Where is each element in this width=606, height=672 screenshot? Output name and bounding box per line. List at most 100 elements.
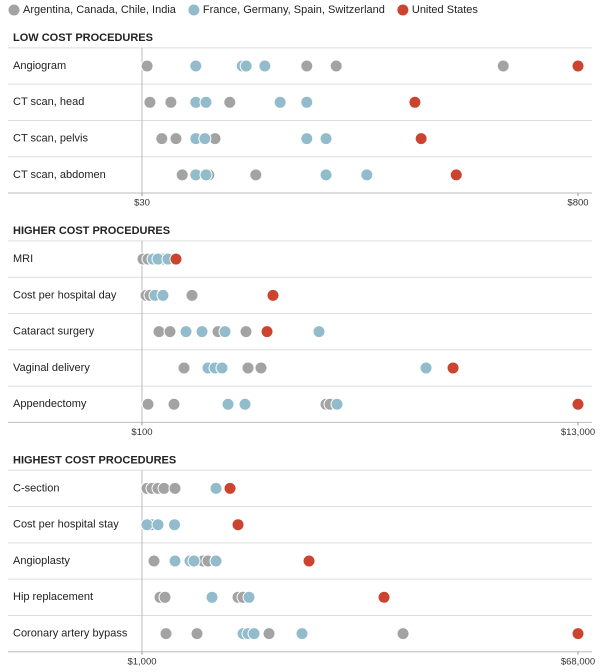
dot bbox=[273, 95, 287, 109]
row-label: CT scan, head bbox=[13, 96, 84, 108]
dot bbox=[140, 518, 154, 532]
dot bbox=[260, 325, 274, 339]
dot bbox=[241, 361, 255, 375]
dot bbox=[249, 168, 263, 182]
legend-swatch bbox=[397, 4, 409, 16]
row-label: C-section bbox=[13, 482, 59, 494]
dot bbox=[266, 288, 280, 302]
legend-swatch bbox=[8, 4, 20, 16]
dot bbox=[302, 554, 316, 568]
panel-title: LOW COST PROCEDURES bbox=[13, 32, 153, 44]
dot bbox=[571, 627, 585, 641]
dot bbox=[185, 288, 199, 302]
legend-label: Argentina, Canada, Chile, India bbox=[23, 4, 177, 16]
dot bbox=[571, 59, 585, 73]
dot bbox=[215, 361, 229, 375]
dot bbox=[258, 59, 272, 73]
dot bbox=[377, 590, 391, 604]
dot bbox=[446, 361, 460, 375]
row-label: CT scan, pelvis bbox=[13, 133, 88, 145]
dot bbox=[238, 397, 252, 411]
dot bbox=[168, 554, 182, 568]
dot bbox=[187, 554, 201, 568]
panel-title: HIGHER COST PROCEDURES bbox=[13, 225, 170, 237]
row-label: Cost per hospital day bbox=[13, 289, 117, 301]
dot bbox=[199, 95, 213, 109]
dot bbox=[190, 627, 204, 641]
dot bbox=[571, 397, 585, 411]
dot bbox=[239, 325, 253, 339]
dot bbox=[155, 132, 169, 146]
dot bbox=[140, 59, 154, 73]
dot bbox=[168, 481, 182, 495]
row-label: Coronary artery bypass bbox=[13, 628, 128, 640]
dot bbox=[239, 59, 253, 73]
x-tick-label: $68,000 bbox=[561, 656, 595, 667]
dot bbox=[330, 397, 344, 411]
dot bbox=[143, 95, 157, 109]
dot bbox=[177, 361, 191, 375]
dot bbox=[419, 361, 433, 375]
dot bbox=[147, 554, 161, 568]
row-label: Angiogram bbox=[13, 60, 66, 72]
row-label: Cost per hospital stay bbox=[13, 519, 119, 531]
dot bbox=[449, 168, 463, 182]
dot bbox=[300, 132, 314, 146]
dot bbox=[360, 168, 374, 182]
dot bbox=[158, 590, 172, 604]
legend-swatch bbox=[188, 4, 200, 16]
dot bbox=[152, 325, 166, 339]
dot bbox=[329, 59, 343, 73]
legend-label: United States bbox=[412, 4, 479, 16]
dot bbox=[169, 132, 183, 146]
dot bbox=[151, 518, 165, 532]
dot bbox=[179, 325, 193, 339]
row-label: Cataract surgery bbox=[13, 326, 95, 338]
dot bbox=[163, 325, 177, 339]
dot bbox=[319, 168, 333, 182]
dot bbox=[295, 627, 309, 641]
row-label: Vaginal delivery bbox=[13, 362, 90, 374]
dot bbox=[141, 397, 155, 411]
dot bbox=[242, 590, 256, 604]
row-label: MRI bbox=[13, 253, 33, 265]
dot bbox=[156, 288, 170, 302]
dot bbox=[262, 627, 276, 641]
dot bbox=[247, 627, 261, 641]
dot bbox=[169, 252, 183, 266]
dot bbox=[496, 59, 510, 73]
x-tick-label: $30 bbox=[134, 198, 150, 209]
x-tick-label: $13,000 bbox=[561, 427, 595, 438]
dot bbox=[218, 325, 232, 339]
dot bbox=[408, 95, 422, 109]
dot bbox=[223, 481, 237, 495]
row-label: Hip replacement bbox=[13, 591, 93, 603]
dot bbox=[414, 132, 428, 146]
dot bbox=[157, 481, 171, 495]
row-label: CT scan, abdomen bbox=[13, 169, 106, 181]
dot bbox=[159, 627, 173, 641]
dot bbox=[175, 168, 189, 182]
x-tick-label: $100 bbox=[131, 427, 152, 438]
dot bbox=[396, 627, 410, 641]
x-tick-label: $800 bbox=[567, 198, 588, 209]
dot bbox=[189, 59, 203, 73]
dot bbox=[300, 95, 314, 109]
panel-title: HIGHEST COST PROCEDURES bbox=[13, 454, 176, 466]
dot bbox=[223, 95, 237, 109]
dot bbox=[312, 325, 326, 339]
dot bbox=[195, 325, 209, 339]
row-label: Appendectomy bbox=[13, 398, 87, 410]
dot bbox=[231, 518, 245, 532]
dot bbox=[168, 518, 182, 532]
dot bbox=[199, 168, 213, 182]
dot bbox=[167, 397, 181, 411]
row-label: Angioplasty bbox=[13, 555, 70, 567]
dot bbox=[300, 59, 314, 73]
dot bbox=[198, 132, 212, 146]
dot bbox=[254, 361, 268, 375]
dot bbox=[164, 95, 178, 109]
legend-label: France, Germany, Spain, Switzerland bbox=[203, 4, 385, 16]
dot bbox=[205, 590, 219, 604]
